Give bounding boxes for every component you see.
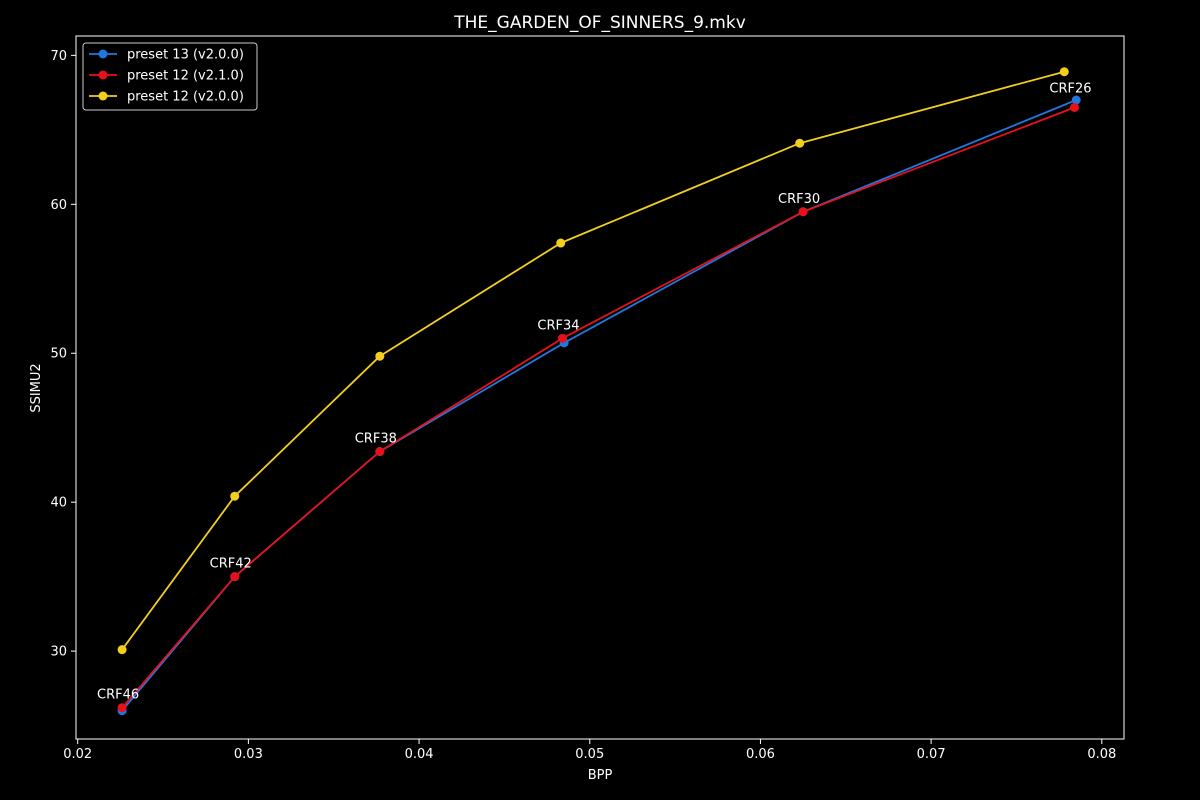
plot-area-frame [75, 35, 1125, 740]
data-point-series-2 [375, 351, 385, 361]
axis-ticks: 0.02 0.03 0.04 0.05 0.06 0.07 0.08 30 40 50 60 70 [50, 49, 1116, 762]
data-point-series-2 [117, 645, 127, 655]
x-tick-label: 0.06 [746, 747, 775, 762]
chart-title: THE_GARDEN_OF_SINNERS_9.mkv [453, 13, 746, 33]
legend: preset 13 (v2.0.0) preset 12 (v2.1.0) pres… [82, 42, 258, 111]
crf-label: CRF42 [210, 557, 252, 572]
series-line-0 [121, 99, 1077, 712]
legend-label: preset 12 (v2.0.0) [127, 90, 244, 105]
x-axis-label: BPP [588, 768, 613, 783]
series-lines [117, 67, 1081, 716]
y-tick-label: 50 [50, 347, 67, 362]
legend-swatch-marker [98, 49, 108, 59]
series-line-2 [121, 70, 1065, 651]
data-point-series-1 [1070, 102, 1080, 112]
x-tick-label: 0.08 [1087, 747, 1116, 762]
data-point-series-0 [1071, 95, 1081, 105]
legend-swatch-marker [98, 91, 108, 101]
x-tick-label: 0.07 [917, 747, 946, 762]
data-point-series-2 [1059, 67, 1069, 77]
legend-label: preset 13 (v2.0.0) [127, 48, 244, 63]
y-tick-label: 30 [50, 645, 67, 660]
data-point-series-2 [556, 238, 566, 248]
crf-annotations: CRF46 CRF42 CRF38 CRF34 CRF30 CRF26 [97, 82, 1092, 703]
x-tick-label: 0.04 [405, 747, 434, 762]
crf-label: CRF38 [355, 432, 397, 447]
data-point-series-1 [557, 333, 567, 343]
crf-label: CRF34 [537, 318, 579, 333]
crf-label: CRF26 [1049, 82, 1091, 97]
legend-swatch-marker [98, 70, 108, 80]
data-point-series-1 [375, 447, 385, 457]
series-line-1 [121, 106, 1075, 709]
data-point-series-1 [798, 207, 808, 217]
data-point-series-2 [230, 491, 240, 501]
legend-box [82, 42, 258, 111]
x-tick-label: 0.02 [63, 747, 92, 762]
y-tick-label: 70 [50, 49, 67, 64]
data-point-series-2 [795, 138, 805, 148]
y-tick-label: 40 [50, 496, 67, 511]
data-point-series-1 [230, 572, 240, 582]
crf-label: CRF46 [97, 688, 139, 703]
y-tick-label: 60 [50, 198, 67, 213]
data-point-series-1 [117, 703, 127, 713]
x-tick-label: 0.05 [575, 747, 604, 762]
legend-label: preset 12 (v2.1.0) [127, 69, 244, 84]
y-axis-label: SSIMU2 [29, 363, 44, 412]
x-tick-label: 0.03 [234, 747, 263, 762]
crf-label: CRF30 [778, 192, 820, 207]
